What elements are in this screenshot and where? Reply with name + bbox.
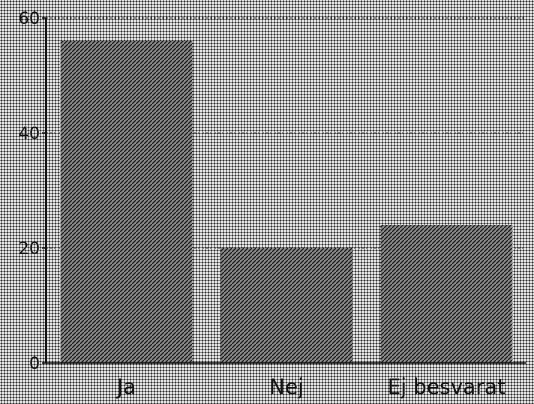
bars: [60, 41, 513, 363]
bar-2: [380, 225, 513, 363]
bar-1: [220, 248, 353, 363]
y-tick-label-3: 60: [18, 9, 40, 29]
bar-0: [60, 41, 193, 363]
y-tick-label-0: 0: [29, 354, 40, 374]
x-tick-label-2: Ej besvarat: [387, 375, 505, 399]
x-tick-label-0: Ja: [115, 375, 136, 399]
y-tick-label-2: 40: [18, 124, 40, 144]
y-tick-labels: 0 20 40 60: [18, 9, 46, 374]
x-tick-labels: Ja Nej Ej besvarat: [115, 375, 506, 399]
x-tick-label-1: Nej: [269, 375, 303, 399]
y-tick-label-1: 20: [18, 239, 40, 259]
